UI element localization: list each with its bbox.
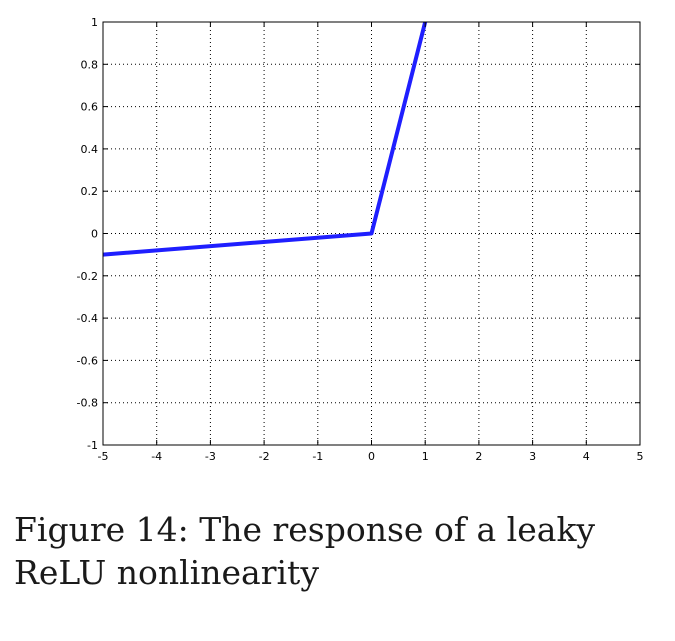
x-tick-label: -2 — [259, 450, 270, 463]
x-tick-label: -1 — [312, 450, 323, 463]
y-tick-label: -0.8 — [77, 397, 98, 410]
y-tick-label: 1 — [91, 16, 98, 29]
y-tick-label: 0.6 — [81, 101, 99, 114]
x-tick-label: -4 — [151, 450, 162, 463]
y-tick-label: 0.2 — [81, 185, 99, 198]
x-tick-label: 5 — [637, 450, 644, 463]
y-tick-label: 0 — [91, 228, 98, 241]
x-tick-label: 3 — [529, 450, 536, 463]
x-tick-label: -5 — [98, 450, 109, 463]
x-tick-label: 2 — [475, 450, 482, 463]
y-tick-label: 0.8 — [81, 58, 99, 71]
x-tick-label: 4 — [583, 450, 590, 463]
y-tick-label: -0.4 — [77, 312, 98, 325]
leaky-relu-chart: -5 -4 -3 -2 -1 0 1 2 3 4 5 1 0.8 0.6 0.4 0.2 0 -0.2 -0.4 -… — [77, 16, 644, 463]
tick-marks — [102, 21, 641, 446]
y-tick-labels: 1 0.8 0.6 0.4 0.2 0 -0.2 -0.4 -0.6 -0.8 -1 — [77, 16, 98, 452]
x-tick-label: 0 — [368, 450, 375, 463]
x-tick-label: -3 — [205, 450, 216, 463]
series-line-leaky-relu — [102, 21, 428, 257]
y-tick-label: 0.4 — [81, 143, 99, 156]
y-tick-label: -1 — [87, 439, 98, 452]
series-layer — [102, 21, 428, 257]
figure-caption: Figure 14: The response of a leaky ReLU … — [14, 510, 596, 592]
y-tick-label: -0.2 — [77, 270, 98, 283]
y-tick-label: -0.6 — [77, 354, 98, 367]
x-tick-labels: -5 -4 -3 -2 -1 0 1 2 3 4 5 — [98, 450, 644, 463]
x-tick-label: 1 — [422, 450, 429, 463]
